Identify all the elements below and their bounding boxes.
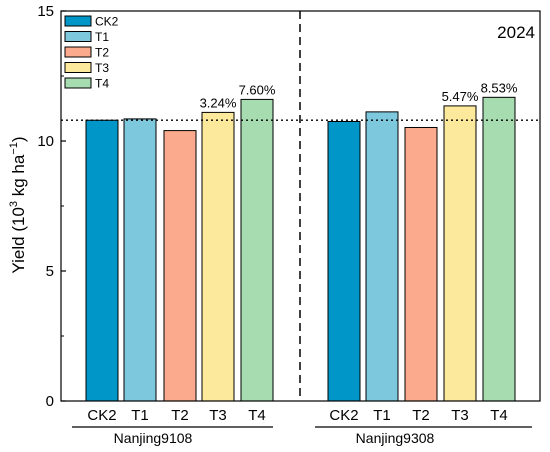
data-label-9308-t4: 8.53%	[481, 80, 518, 95]
y-tick-label-5: 5	[46, 263, 54, 280]
x-tick-label-9308-ck2: CK2	[329, 407, 358, 424]
legend-label-t2: T2	[95, 46, 109, 60]
bar-9308-ck2	[327, 121, 361, 402]
bar-9108-ck2	[85, 119, 119, 402]
legend-swatch-t2	[64, 46, 92, 58]
bars-layer	[85, 96, 516, 402]
axes-layer	[60, 10, 541, 428]
bar-9108-t2	[163, 130, 197, 402]
labels-layer: CK2 T1 T23.24%T37.60%T4 CK2 T1 T25.47%T38.53%…	[37, 3, 518, 424]
legend-swatch-t3	[64, 62, 92, 73]
data-label-9108-t4: 7.60%	[239, 82, 276, 97]
y-axis-title: Yield (103 kg ha−1)	[8, 136, 28, 273]
x-tick-label-9108-t3: T3	[209, 407, 227, 424]
legend-label-t3: T3	[95, 61, 109, 75]
group-label-nanjing9108: Nanjing9108	[114, 430, 193, 446]
legend-swatch-t1	[64, 31, 92, 42]
x-tick-label-9308-t1: T1	[373, 407, 391, 424]
x-tick-label-9108-t1: T1	[131, 407, 149, 424]
legend-swatch-ck2	[64, 15, 92, 27]
bar-9108-t1	[123, 118, 157, 402]
data-label-9108-t3: 3.24%	[200, 95, 237, 110]
y-tick-label-0: 0	[46, 393, 54, 410]
bar-9308-t3	[443, 105, 477, 402]
bar-9308-t2	[404, 126, 438, 402]
legend-swatch-t4	[64, 77, 92, 89]
group-label-nanjing9308: Nanjing9308	[356, 430, 435, 446]
y-tick-label-15: 15	[37, 3, 54, 20]
x-tick-label-9308-t3: T3	[451, 407, 469, 424]
legend-label-ck2: CK2	[95, 15, 119, 29]
bar-9308-t4	[482, 96, 516, 402]
x-tick-label-9108-t4: T4	[248, 407, 266, 424]
bar-9108-t4	[240, 98, 274, 402]
bar-9308-t1	[365, 111, 399, 402]
year-label: 2024	[497, 23, 535, 42]
legend-label-t1: T1	[95, 30, 109, 44]
x-tick-label-9108-t2: T2	[171, 407, 189, 424]
x-tick-label-9108-ck2: CK2	[87, 407, 116, 424]
legend-label-t4: T4	[95, 77, 109, 91]
data-label-9308-t3: 5.47%	[442, 89, 479, 104]
bar-9108-t3	[201, 111, 235, 402]
x-tick-label-9308-t4: T4	[490, 407, 508, 424]
y-tick-label-10: 10	[37, 133, 54, 150]
x-tick-label-9308-t2: T2	[412, 407, 430, 424]
